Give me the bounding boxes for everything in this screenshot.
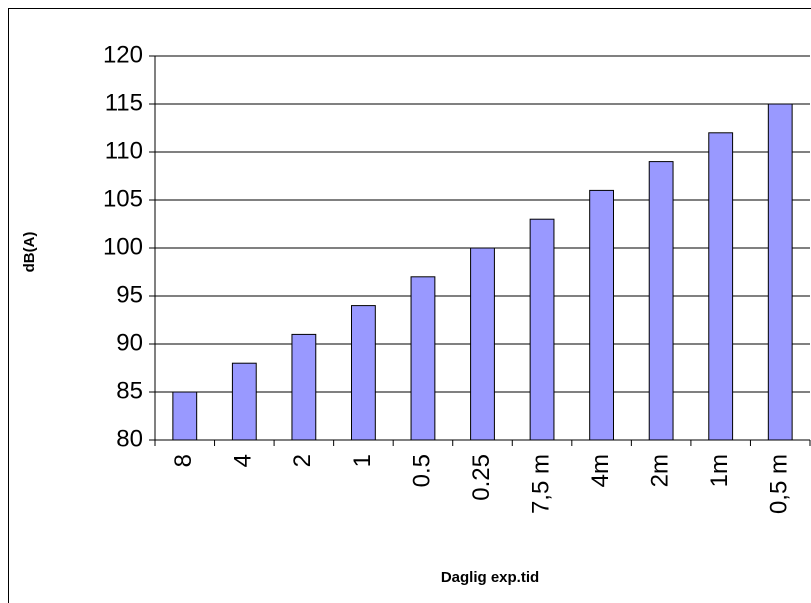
x-tick-label: 4m — [587, 454, 614, 487]
x-axis-title: Daglig exp.tid — [441, 569, 539, 586]
y-tick-label: 80 — [116, 425, 143, 452]
bar — [767, 103, 793, 441]
bar — [648, 161, 674, 441]
y-tick-label: 90 — [116, 329, 143, 356]
chart-frame — [8, 8, 811, 603]
x-tick-label: 2 — [289, 454, 316, 467]
bar — [529, 218, 555, 441]
y-tick-label: 115 — [105, 89, 143, 116]
y-tick-label: 85 — [116, 377, 143, 404]
bar — [410, 276, 436, 441]
x-tick-label: 1 — [349, 454, 376, 467]
bar — [470, 247, 495, 441]
x-tick-label: 2m — [646, 454, 673, 487]
y-tick-label: 120 — [103, 41, 143, 68]
x-tick-label: 4 — [230, 454, 257, 467]
y-axis-title: dB(A) — [21, 232, 38, 273]
bar — [708, 132, 734, 441]
bar — [291, 333, 317, 441]
x-tick-label: 1m — [706, 454, 733, 487]
x-tick-label: 0,5 m — [766, 454, 793, 514]
y-tick-label: 110 — [105, 137, 143, 164]
x-tick-label: 0.25 — [468, 454, 495, 501]
x-tick-label: 7,5 m — [527, 454, 554, 514]
y-tick-label: 100 — [103, 233, 143, 260]
x-tick-label: 8 — [170, 454, 197, 467]
bar — [231, 362, 257, 441]
bar — [172, 391, 198, 441]
bar — [589, 189, 615, 441]
y-tick-label: 105 — [103, 185, 143, 212]
bar — [351, 305, 376, 441]
x-tick-label: 0.5 — [408, 454, 435, 487]
y-tick-label: 95 — [116, 281, 143, 308]
